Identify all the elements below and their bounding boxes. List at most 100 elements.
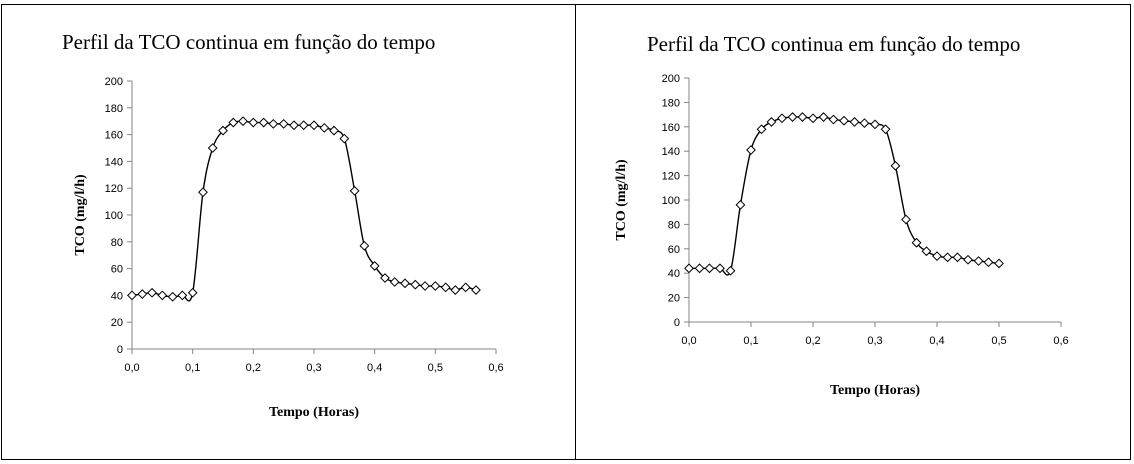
data-point-marker	[859, 118, 870, 129]
data-point-marker	[420, 281, 430, 291]
data-point-marker	[430, 281, 441, 291]
data-point-marker	[694, 263, 705, 274]
data-point-marker	[797, 112, 808, 122]
data-point-marker	[471, 285, 481, 295]
y-tick-label: 100	[662, 195, 680, 207]
y-tick-label: 180	[662, 97, 680, 109]
data-point-marker	[684, 263, 694, 274]
data-point-marker	[983, 257, 994, 268]
y-axis-title: TCO (mg/l/h)	[614, 159, 629, 241]
x-tick-label: 0,0	[681, 335, 696, 347]
data-point-marker	[911, 237, 922, 248]
data-point-marker	[309, 120, 319, 131]
data-point-marker	[137, 289, 148, 299]
y-tick-label: 100	[105, 210, 123, 222]
data-point-marker	[870, 119, 880, 130]
data-point-marker	[339, 133, 350, 144]
data-point-marker	[828, 114, 839, 125]
x-tick-label: 0,3	[867, 335, 882, 347]
data-point-marker	[187, 287, 198, 298]
data-point-marker	[725, 265, 736, 276]
data-point-marker	[746, 145, 756, 155]
data-point-marker	[147, 287, 157, 298]
x-tick-label: 0,6	[488, 362, 503, 374]
data-point-marker	[410, 279, 421, 290]
y-tick-label: 60	[668, 244, 680, 256]
y-axis-title: TCO (mg/l/h)	[73, 174, 88, 256]
x-tick-label: 0,2	[805, 335, 820, 347]
data-point-marker	[248, 117, 259, 128]
data-point-marker	[238, 116, 248, 127]
y-tick-label: 140	[662, 146, 680, 158]
data-point-marker	[756, 124, 767, 135]
data-point-marker	[298, 120, 309, 131]
data-point-marker	[400, 278, 410, 289]
data-point-marker	[973, 256, 984, 266]
data-point-marker	[127, 290, 137, 301]
y-tick-label: 160	[662, 122, 680, 134]
data-point-marker	[380, 273, 390, 283]
data-point-marker	[963, 254, 973, 265]
chart-left-svg: 0 20 40 60 80 100 120 140 160 180 200 0,0 0,1 0,2 0,3 0…	[73, 76, 504, 420]
data-point-marker	[921, 246, 932, 257]
y-tick-label: 200	[105, 76, 123, 88]
data-point-marker	[198, 187, 208, 198]
data-point-marker	[278, 118, 289, 129]
x-tick-label: 0,5	[991, 335, 1006, 347]
data-point-marker	[952, 252, 963, 263]
data-point-marker	[218, 125, 228, 136]
data-point-marker	[901, 214, 911, 225]
data-point-marker	[818, 112, 829, 122]
data-point-marker	[359, 240, 370, 251]
data-point-marker	[289, 120, 299, 131]
chart-right-svg: 0 20 40 60 80 100 120 140 160 180 200 0,0 0,1 0,2 0,3 0…	[614, 73, 1069, 398]
y-tick-label: 200	[662, 73, 680, 85]
y-tick-label: 0	[674, 317, 680, 329]
data-point-marker	[880, 124, 891, 135]
panel-divider	[575, 4, 576, 460]
data-point-marker	[849, 117, 860, 127]
data-point-marker	[268, 118, 279, 129]
data-point-marker	[167, 291, 178, 302]
left-chart-panel: Perfil da TCO continua em função do temp…	[2, 5, 574, 459]
data-point-marker	[994, 258, 1004, 269]
x-tick-label: 0,1	[743, 335, 758, 347]
y-tick-label: 180	[105, 103, 123, 115]
y-tick-label: 120	[105, 183, 123, 195]
data-point-marker	[839, 115, 849, 126]
data-point-marker	[157, 290, 168, 301]
data-point-marker	[787, 112, 798, 122]
y-tick-label: 80	[111, 237, 123, 249]
data-point-marker	[942, 252, 953, 263]
data-point-marker	[349, 185, 360, 196]
data-point-marker	[207, 143, 218, 153]
data-point-marker	[715, 263, 725, 274]
x-tick-label: 0,1	[185, 362, 200, 374]
data-point-marker	[890, 160, 901, 171]
series-line	[131, 120, 477, 302]
data-point-marker	[177, 290, 188, 301]
x-tick-label: 0,2	[246, 362, 261, 374]
y-tick-label: 80	[668, 219, 680, 231]
y-tick-label: 120	[662, 171, 680, 183]
data-point-marker	[319, 122, 330, 133]
y-tick-label: 20	[668, 293, 680, 305]
data-point-marker	[932, 251, 942, 262]
x-axis-title: Tempo (Horas)	[830, 383, 920, 398]
chart-title: Perfil da TCO continua em função do temp…	[62, 30, 436, 54]
y-tick-label: 0	[117, 344, 123, 356]
y-tick-label: 40	[111, 290, 123, 302]
right-chart-panel: Perfil da TCO continua em função do temp…	[577, 5, 1130, 459]
data-point-marker	[766, 117, 777, 127]
chart-title: Perfil da TCO continua em função do temp…	[647, 32, 1021, 56]
data-point-marker	[735, 199, 746, 210]
y-tick-label: 40	[668, 268, 680, 280]
data-point-marker	[228, 117, 239, 128]
data-point-marker	[777, 113, 787, 124]
data-point-marker	[329, 125, 339, 136]
data-point-marker	[460, 282, 471, 293]
data-point-marker	[440, 282, 451, 293]
data-point-marker	[389, 277, 400, 287]
data-point-marker	[808, 113, 818, 124]
series-line	[688, 116, 1000, 276]
